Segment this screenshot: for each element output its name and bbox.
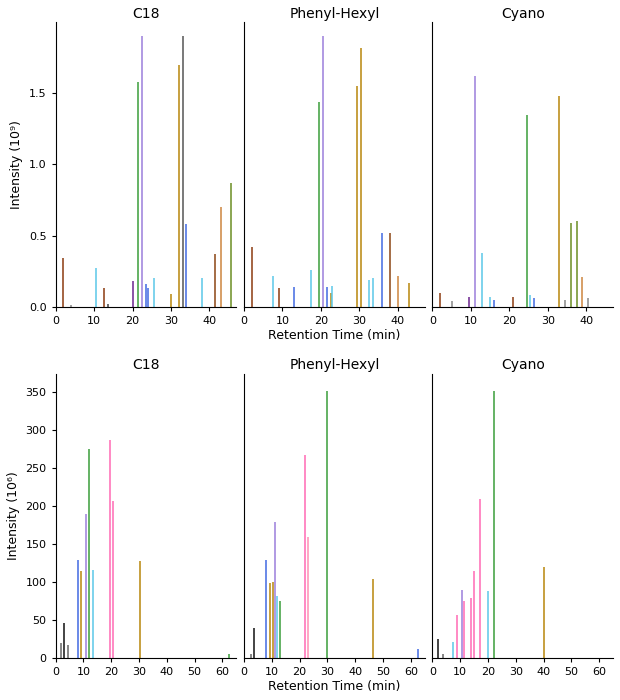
Y-axis label: Intensity (10⁹): Intensity (10⁹) (11, 120, 24, 209)
Title: Phenyl-Hexyl: Phenyl-Hexyl (289, 358, 379, 372)
Y-axis label: Intensity (10⁶): Intensity (10⁶) (7, 472, 20, 560)
X-axis label: Retention Time (min): Retention Time (min) (268, 680, 401, 693)
Title: C18: C18 (132, 7, 160, 21)
Title: Cyano: Cyano (501, 7, 544, 21)
Title: C18: C18 (132, 358, 160, 372)
Title: Phenyl-Hexyl: Phenyl-Hexyl (289, 7, 379, 21)
X-axis label: Retention Time (min): Retention Time (min) (268, 329, 401, 342)
Title: Cyano: Cyano (501, 358, 544, 372)
